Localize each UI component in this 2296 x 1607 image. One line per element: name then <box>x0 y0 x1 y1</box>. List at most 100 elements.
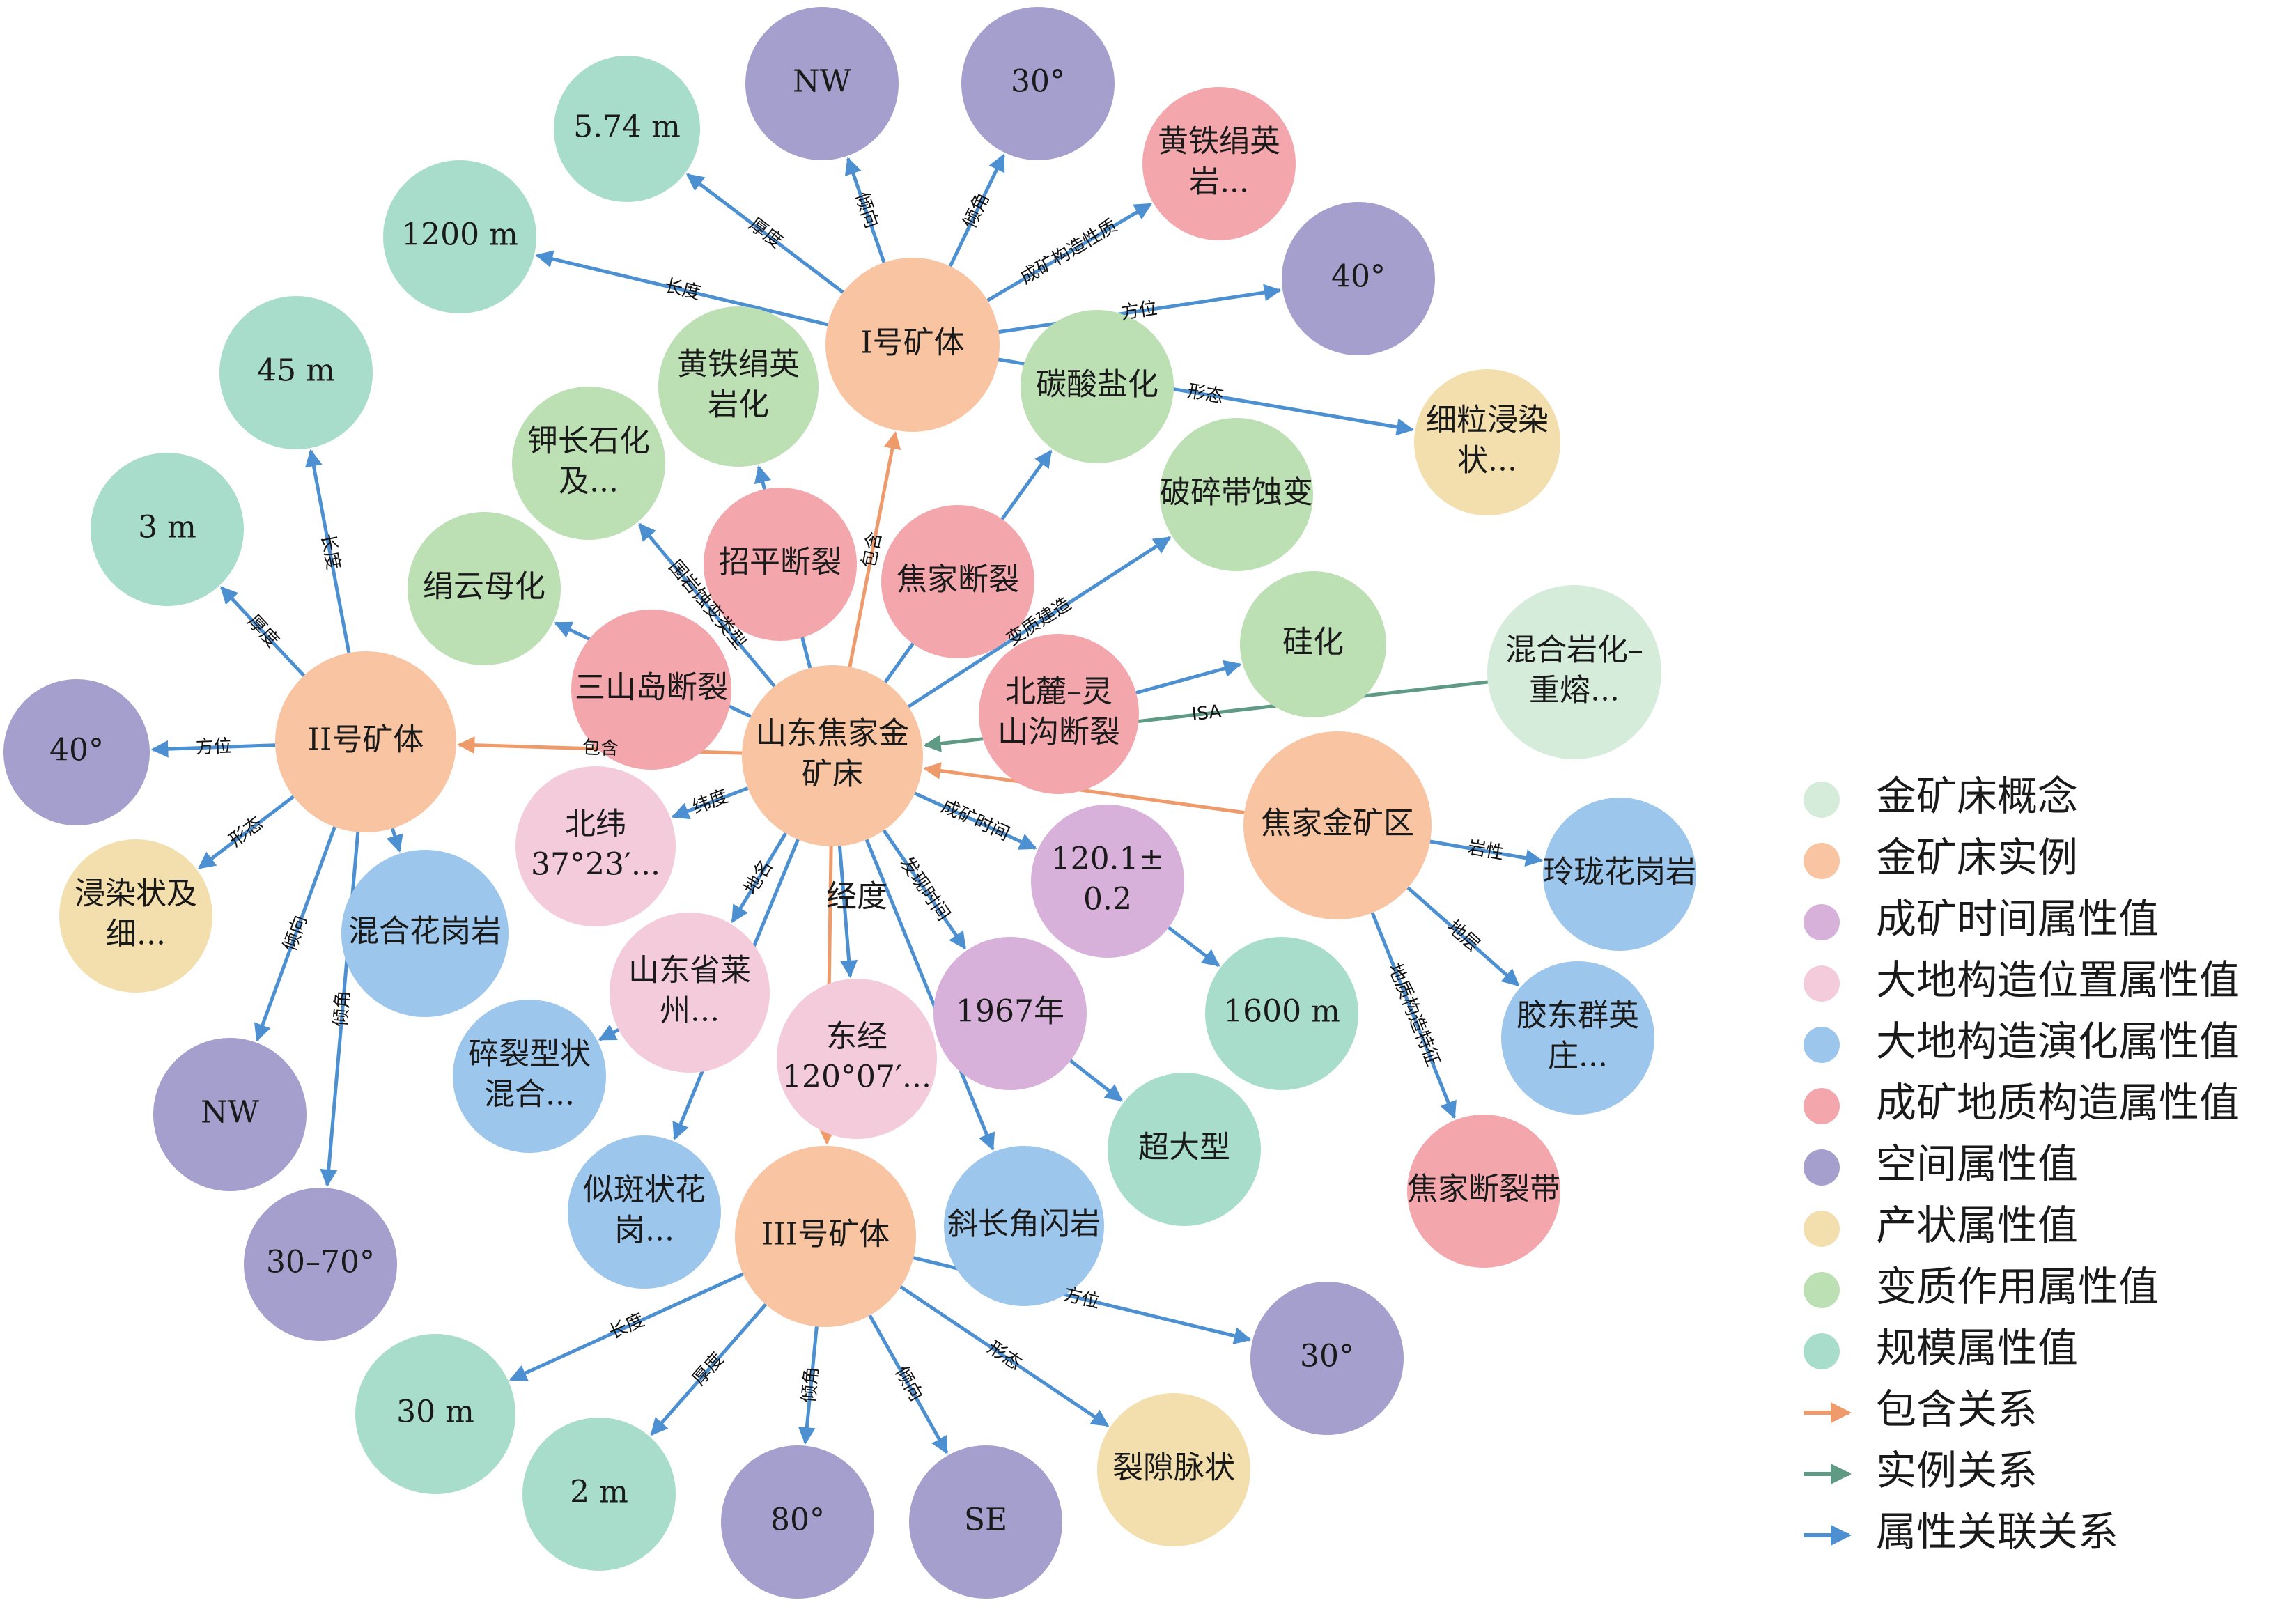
node-carbonate[interactable]: 碳酸盐化 <box>1021 310 1174 463</box>
node-circle[interactable] <box>408 512 561 665</box>
node-circle[interactable] <box>704 488 857 641</box>
node-b3[interactable]: III号矿体 <box>735 1146 916 1327</box>
node-b1_nature[interactable]: 黄铁绢英岩... <box>1142 87 1296 240</box>
node-b2_dip[interactable]: 30–70° <box>244 1188 397 1341</box>
node-circle[interactable] <box>610 913 770 1073</box>
node-circle[interactable] <box>721 1445 874 1599</box>
node-b1_form[interactable]: 细粒浸染状... <box>1414 369 1560 515</box>
node-b1_thick[interactable]: 5.74 m <box>554 56 700 202</box>
node-circle[interactable] <box>979 634 1139 794</box>
node-b3_len[interactable]: 30 m <box>355 1334 515 1494</box>
node-sanshan[interactable]: 三山岛断裂 <box>571 610 731 770</box>
node-circle[interactable] <box>59 839 212 993</box>
node-circle[interactable] <box>735 1146 916 1327</box>
node-circle[interactable] <box>571 610 731 770</box>
node-circle[interactable] <box>453 1000 606 1153</box>
node-circle[interactable] <box>153 1038 307 1191</box>
node-circle[interactable] <box>244 1188 397 1341</box>
node-circle[interactable] <box>909 1445 1062 1599</box>
node-b2_thick[interactable]: 3 m <box>91 453 244 606</box>
node-granite_mix[interactable]: 混合花岗岩 <box>341 850 509 1017</box>
node-circle[interactable] <box>1021 310 1174 463</box>
node-jiaojia_area[interactable]: 焦家金矿区 <box>1243 731 1432 919</box>
node-circle[interactable] <box>1243 731 1432 919</box>
node-age[interactable]: 120.1± 0.2 <box>1031 805 1184 958</box>
node-b3_az[interactable]: 30° <box>1250 1282 1404 1435</box>
node-circle[interactable] <box>1097 1393 1250 1546</box>
node-zhaoping[interactable]: 招平断裂 <box>704 488 857 641</box>
node-jiaodong[interactable]: 胶东群英庄... <box>1501 961 1654 1115</box>
node-circle[interactable] <box>1487 585 1661 759</box>
node-circle[interactable] <box>825 258 1000 432</box>
node-superlarge[interactable]: 超大型 <box>1108 1073 1261 1226</box>
node-circle[interactable] <box>933 937 1087 1090</box>
node-circle[interactable] <box>512 387 665 540</box>
node-circle[interactable] <box>341 850 509 1017</box>
node-b3_thick[interactable]: 2 m <box>522 1418 676 1571</box>
node-b3_dip[interactable]: 80° <box>721 1445 874 1599</box>
node-circle[interactable] <box>1160 418 1313 571</box>
node-circle[interactable] <box>1205 937 1358 1090</box>
node-b1_dir[interactable]: NW <box>745 7 899 160</box>
node-lat[interactable]: 北纬 37°23′... <box>515 766 676 926</box>
node-place[interactable]: 山东省莱州... <box>610 913 770 1073</box>
node-sericite[interactable]: 绢云母化 <box>408 512 561 665</box>
node-lon[interactable]: 东经 120°07′... <box>777 979 937 1139</box>
node-circle[interactable] <box>1543 798 1696 951</box>
node-jiaojia_belt[interactable]: 焦家断裂带 <box>1407 1115 1560 1268</box>
node-circle[interactable] <box>219 296 373 449</box>
node-plagio[interactable]: 斜长角闪岩 <box>944 1146 1104 1306</box>
node-circle[interactable] <box>1282 202 1435 355</box>
node-circle[interactable] <box>777 979 937 1139</box>
node-circle[interactable] <box>515 766 676 926</box>
node-circle[interactable] <box>1240 571 1386 717</box>
node-circle[interactable] <box>91 453 244 606</box>
node-breccia[interactable]: 破碎带蚀变 <box>1160 418 1313 571</box>
node-jiaojia_fault[interactable]: 焦家断裂 <box>881 505 1034 658</box>
node-b3_form[interactable]: 裂隙脉状 <box>1097 1393 1250 1546</box>
node-porphyritic[interactable]: 似斑状花岗... <box>568 1135 721 1289</box>
node-circle[interactable] <box>1031 805 1184 958</box>
node-circle[interactable] <box>355 1334 515 1494</box>
node-b3_dir[interactable]: SE <box>909 1445 1062 1599</box>
node-circle[interactable] <box>658 306 819 467</box>
node-hunhe_concept[interactable]: 混合岩化– 重熔... <box>1487 585 1661 759</box>
node-b2[interactable]: II号矿体 <box>275 651 456 832</box>
node-circle[interactable] <box>1414 369 1560 515</box>
node-label: 5.74 m <box>573 109 681 145</box>
node-b1_len[interactable]: 1200 m <box>383 160 536 313</box>
node-area_1600[interactable]: 1600 m <box>1205 937 1358 1090</box>
node-circle[interactable] <box>522 1418 676 1571</box>
node-circle[interactable] <box>1142 87 1296 240</box>
node-linglong[interactable]: 玲珑花岗岩 <box>1543 798 1696 951</box>
node-silica[interactable]: 硅化 <box>1240 571 1386 717</box>
node-b2_len[interactable]: 45 m <box>219 296 373 449</box>
node-kfeld[interactable]: 钾长石化及... <box>512 387 665 540</box>
node-b1[interactable]: I号矿体 <box>825 258 1000 432</box>
edge-label: 长度 <box>606 1310 648 1344</box>
node-circle[interactable] <box>745 7 899 160</box>
node-circle[interactable] <box>881 505 1034 658</box>
node-year[interactable]: 1967年 <box>933 937 1087 1090</box>
node-cataclastic[interactable]: 碎裂型状混合... <box>453 1000 606 1153</box>
node-circle[interactable] <box>275 651 456 832</box>
node-circle[interactable] <box>383 160 536 313</box>
node-circle[interactable] <box>1407 1115 1560 1268</box>
node-b2_dir[interactable]: NW <box>153 1038 307 1191</box>
node-circle[interactable] <box>554 56 700 202</box>
node-circle[interactable] <box>1501 961 1654 1115</box>
node-b1_dip[interactable]: 30° <box>961 7 1115 160</box>
node-b2_az[interactable]: 40° <box>3 679 150 825</box>
node-b1_az[interactable]: 40° <box>1282 202 1435 355</box>
node-circle[interactable] <box>1250 1282 1404 1435</box>
node-circle[interactable] <box>3 679 150 825</box>
node-circle[interactable] <box>742 665 923 846</box>
node-circle[interactable] <box>1108 1073 1261 1226</box>
node-circle[interactable] <box>961 7 1115 160</box>
node-circle[interactable] <box>944 1146 1104 1306</box>
node-b2_form[interactable]: 浸染状及细... <box>59 839 212 993</box>
node-circle[interactable] <box>568 1135 721 1289</box>
